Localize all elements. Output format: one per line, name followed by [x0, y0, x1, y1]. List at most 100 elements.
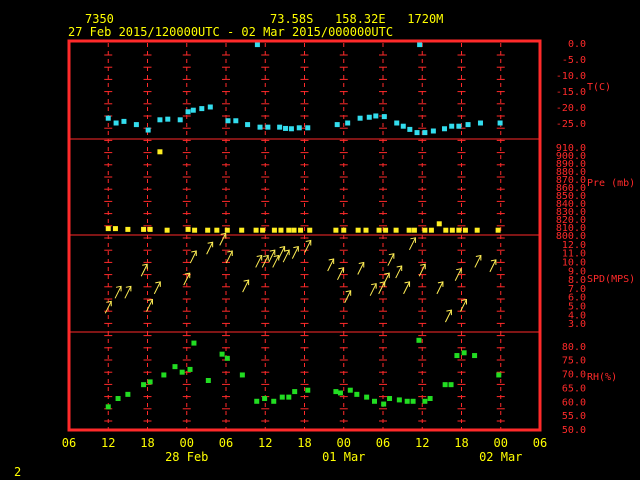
temperature-point — [177, 117, 183, 123]
time-period: 27 Feb 2015/120000UTC - 02 Mar 2015/0000… — [68, 25, 393, 39]
wind-arrow-shaft — [327, 258, 335, 272]
humidity-point — [442, 382, 448, 388]
wind-arrow — [403, 281, 411, 295]
x-tick-label: 18 — [297, 436, 311, 450]
wind-arrow-shaft — [282, 249, 290, 263]
y-axis-labels: 0.0 -5.0 -10.0 -15.0 -20.0 -25.0 T(C) 800.0810.… — [556, 39, 635, 436]
temperature-point — [381, 114, 387, 120]
temperature-point — [345, 120, 351, 126]
chart-header: 7350 73.58S 158.32E 1720M 27 Feb 2015/12… — [68, 12, 443, 39]
humidity-point — [147, 379, 153, 385]
pressure-point — [286, 227, 292, 233]
wind-arrow-head — [396, 265, 403, 272]
wind-arrow-shaft — [304, 240, 312, 253]
pressure-point — [462, 227, 468, 233]
x-axis-labels: 06 12 18 00 06 12 18 00 06 12 18 00 06 28 Feb 01 Mar 02… — [62, 436, 547, 464]
x-tick-label: 00 — [337, 436, 351, 450]
pressure-point — [495, 227, 501, 233]
wind-arrow-head — [207, 241, 214, 248]
humidity-point — [125, 391, 131, 397]
wind-arrow-shaft — [225, 250, 233, 264]
wind-arrow-head — [284, 249, 290, 256]
pressure-point — [333, 227, 339, 233]
pressure-point — [157, 149, 163, 155]
y-tick-label: 880.0 — [556, 167, 586, 178]
humidity-point — [354, 391, 360, 397]
plot-frame — [67, 39, 542, 432]
temperature-point — [105, 115, 111, 121]
date-label: 01 Mar — [322, 450, 365, 464]
wind-arrow — [344, 290, 352, 303]
wind-arrow — [489, 259, 497, 273]
plot-grid — [69, 43, 540, 429]
plot-marks — [104, 42, 503, 410]
wind-arrow — [104, 300, 112, 314]
wind-arrow — [278, 246, 286, 259]
x-tick-label: 12 — [101, 436, 115, 450]
temperature-point — [199, 106, 205, 112]
pressure-point — [125, 226, 131, 232]
wind-arrow-head — [338, 267, 344, 273]
wind-arrow — [436, 281, 444, 295]
pressure-point — [224, 227, 230, 233]
pressure-point — [291, 227, 297, 233]
wind-arrow-head — [420, 263, 426, 270]
y-tick-label: 9.0 — [568, 266, 586, 277]
wind-arrow-head — [475, 254, 482, 261]
wind-arrow-head — [184, 272, 191, 279]
x-tick-label: 00 — [180, 436, 194, 450]
wind-arrow-shaft — [387, 253, 395, 266]
wind-arrow-head — [263, 254, 269, 261]
temperature-point — [400, 123, 406, 129]
y-tick-label: 830.0 — [556, 207, 586, 218]
humidity-point — [472, 353, 478, 359]
wind-arrow-head — [269, 249, 276, 256]
humidity-point — [396, 397, 402, 403]
pressure-point — [307, 227, 313, 233]
x-tick-label: 18 — [454, 436, 468, 450]
temperature-point — [296, 125, 302, 131]
temperature-point — [133, 122, 139, 128]
humidity-point — [461, 350, 467, 356]
wind-arrow-head — [371, 283, 377, 289]
temperature-point — [422, 130, 428, 136]
panel-label-temperature: T(C) — [587, 82, 611, 93]
wind-arrow — [268, 249, 276, 263]
wind-arrow — [183, 272, 191, 286]
pressure-point — [141, 226, 147, 232]
y-tick-label: 60.0 — [562, 397, 586, 408]
temperature-point — [283, 125, 289, 131]
wind-arrow-shaft — [357, 262, 365, 275]
pressure-point — [105, 226, 111, 232]
humidity-point — [364, 394, 370, 400]
wind-arrow — [387, 253, 395, 266]
wind-arrow — [304, 239, 312, 253]
y-tick-label: 65.0 — [562, 383, 586, 394]
humidity-point — [279, 394, 285, 400]
y-tick-label: 900.0 — [556, 151, 586, 162]
pressure-point — [393, 227, 399, 233]
wind-arrow — [255, 254, 263, 268]
wind-arrow — [146, 298, 153, 312]
wind-arrow-shaft — [124, 286, 132, 299]
wind-arrow-shaft — [268, 249, 276, 263]
pressure-point — [260, 227, 266, 233]
x-tick-label: 00 — [494, 436, 508, 450]
temperature-point — [407, 126, 413, 132]
humidity-point — [179, 369, 185, 375]
humidity-point — [422, 398, 428, 404]
pressure-point — [239, 227, 245, 233]
wind-arrow — [454, 268, 462, 281]
wind-arrow-head — [410, 237, 416, 243]
humidity-point — [115, 396, 121, 402]
wind-arrow-head — [106, 300, 112, 307]
pressure-point — [147, 226, 153, 232]
wind-arrow-shaft — [444, 309, 452, 323]
wind-arrow — [219, 232, 227, 246]
wind-arrow-head — [293, 246, 299, 252]
temperature-point — [334, 122, 340, 128]
wind-arrow-shaft — [261, 255, 269, 268]
humidity-point — [239, 372, 245, 378]
humidity-point — [292, 389, 298, 395]
wind-arrow-head — [328, 258, 335, 264]
